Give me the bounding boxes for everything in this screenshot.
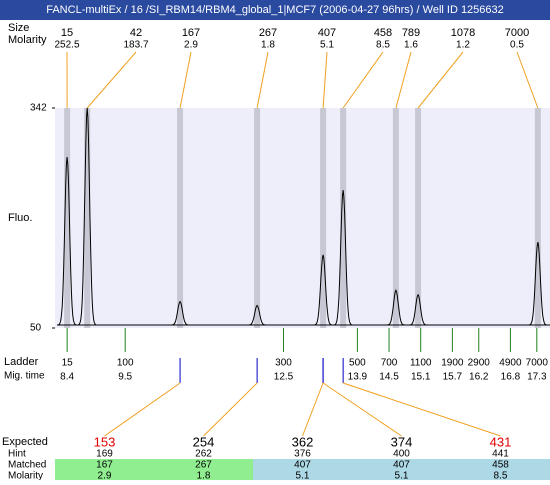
hint: 262 [195,449,212,460]
peak-size: 267 [259,27,277,39]
peak-link [418,52,463,108]
row-label: Molarity [8,471,43,480]
mig-time: 16.2 [469,372,489,383]
peak-link [323,52,327,108]
matched: 167 [96,460,113,471]
peak-molarity: 8.5 [376,40,390,51]
peak-molarity: 1.8 [261,40,275,51]
mig-time: 17.3 [527,372,547,383]
peak-link [180,52,191,108]
peak-molarity: 0.5 [510,40,524,51]
match-link [303,383,324,436]
molarity: 5.1 [395,471,409,480]
mig-time: 15.1 [411,372,431,383]
peak-size: 7000 [505,27,529,39]
peak-molarity: 2.9 [184,40,198,51]
peak-link [517,52,538,108]
row-label: Matched [8,460,46,471]
hint: 441 [492,449,509,460]
peak-size: 407 [318,27,336,39]
molarity: 5.1 [296,471,310,480]
ladder-size: 100 [117,358,134,369]
peak-size: 15 [61,27,73,39]
row-label: Mig. time [4,371,45,382]
peak-molarity: 5.1 [320,40,334,51]
peak-band [393,108,399,328]
peak-molarity: 252.5 [54,40,79,51]
hint: 400 [393,449,410,460]
peak-link [257,52,268,108]
plot-area [55,108,550,328]
expected: 431 [490,434,512,449]
peak-size: 789 [402,27,420,39]
mig-time: 15.7 [443,372,463,383]
peak-size: 42 [130,27,142,39]
matched: 458 [492,460,509,471]
peak-molarity: 1.6 [404,40,418,51]
ladder-size: 700 [381,358,398,369]
row-label: Hint [8,449,26,460]
expected: 374 [391,434,413,449]
match-link [343,383,500,436]
row-label: Molarity [8,34,47,46]
mig-time: 13.9 [348,372,368,383]
molarity: 8.5 [494,471,508,480]
mig-time: 12.5 [274,372,294,383]
row-label: Expected [2,436,48,448]
match-link [204,383,258,436]
y-tick-label: 50 [30,323,42,334]
hint: 169 [96,449,113,460]
expected: 254 [193,434,215,449]
matched: 407 [393,460,410,471]
y-tick-label: 342 [30,103,47,114]
title: FANCL-multiEx / 16 /SI_RBM14/RBM4_global… [46,4,504,16]
y-axis-title: Fluo. [8,212,32,224]
ladder-size: 1900 [441,358,464,369]
matched: 407 [294,460,311,471]
peak-link [87,52,136,108]
ladder-size: 300 [275,358,292,369]
peak-size: 1078 [451,27,475,39]
mig-time: 14.5 [379,372,399,383]
ladder-size: 500 [349,358,366,369]
peak-molarity: 183.7 [123,40,148,51]
peak-link [343,52,383,108]
peak-link [396,52,411,108]
match-link [105,383,181,436]
mig-time: 8.4 [60,372,74,383]
expected: 362 [292,434,314,449]
row-label: Size [8,22,29,34]
peak-size: 167 [182,27,200,39]
matched: 267 [195,460,212,471]
molarity: 2.9 [98,471,112,480]
mig-time: 16.8 [501,372,521,383]
ladder-size: 4900 [499,358,522,369]
peak-size: 458 [374,27,392,39]
peak-band [320,108,326,328]
ladder-size: 15 [62,358,74,369]
hint: 376 [294,449,311,460]
expected: 153 [94,434,116,449]
mig-time: 9.5 [118,372,132,383]
peak-molarity: 1.2 [456,40,470,51]
ladder-size: 1100 [410,358,432,369]
row-label: Ladder [4,356,39,368]
ladder-size: 2900 [468,358,491,369]
peak-band [177,108,183,328]
ladder-size: 7000 [526,358,549,369]
peak-band [535,108,541,328]
match-link [323,383,401,436]
peak-band [84,108,90,328]
molarity: 1.8 [197,471,211,480]
peak-band [254,108,260,328]
